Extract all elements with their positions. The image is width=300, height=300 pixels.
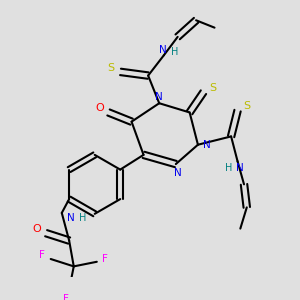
Text: N: N <box>155 92 163 102</box>
Text: N: N <box>203 140 211 150</box>
Text: F: F <box>62 294 68 300</box>
Text: H: H <box>79 212 87 223</box>
Text: S: S <box>243 101 250 111</box>
Text: S: S <box>108 63 115 73</box>
Text: N: N <box>174 168 182 178</box>
Text: H: H <box>225 163 232 173</box>
Text: F: F <box>102 254 108 264</box>
Text: N: N <box>67 214 75 224</box>
Text: N: N <box>159 45 167 55</box>
Text: N: N <box>236 163 244 173</box>
Text: F: F <box>40 250 45 260</box>
Text: O: O <box>32 224 41 234</box>
Text: O: O <box>95 103 104 113</box>
Text: H: H <box>171 46 178 57</box>
Text: S: S <box>209 82 216 93</box>
